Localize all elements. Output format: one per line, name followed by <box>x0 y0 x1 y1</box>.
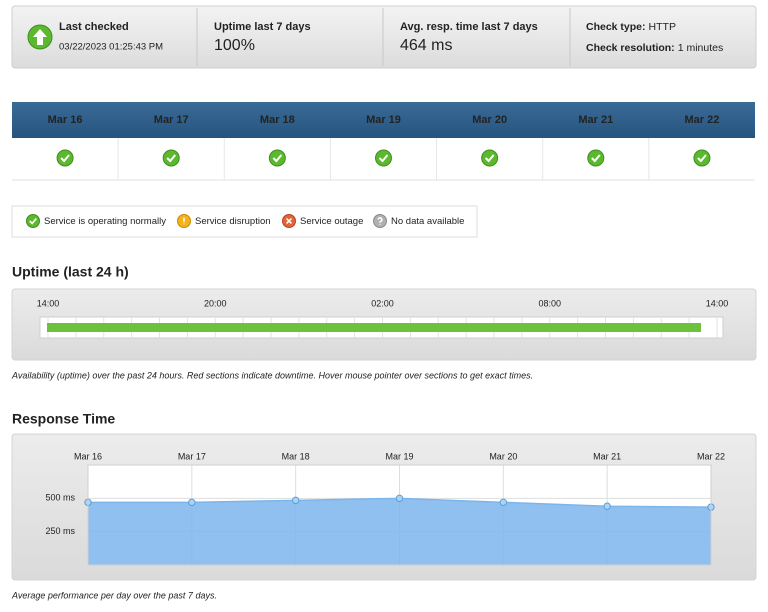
x-tick-label: Mar 17 <box>178 451 206 461</box>
point <box>395 494 404 503</box>
y-tick-label: 250 ms <box>45 526 75 536</box>
status-icon <box>587 149 605 167</box>
cross-mark <box>286 218 292 224</box>
status-icon <box>481 149 499 167</box>
plot-border <box>87 464 712 566</box>
day-header: Mar 20 <box>472 114 507 126</box>
legend-label: No data available <box>391 216 464 227</box>
section-title: Response Time <box>12 411 115 427</box>
status-icon <box>26 214 40 228</box>
point <box>291 496 300 505</box>
check-mark <box>484 154 495 163</box>
check-mark <box>272 154 283 163</box>
days: Mar 16 Mar 17 Mar 18 Mar 19 Mar 20 Mar 21 Mar … <box>48 114 719 180</box>
value: 03/22/2023 01:25:43 PM <box>59 42 163 53</box>
section-title: Uptime (last 24 h) <box>12 264 129 280</box>
legend-items: Service is operating normally Service dis… <box>26 214 464 228</box>
response-chart: Mar 16 Mar 17 Mar 18 Mar 19 Mar 20 Mar 21 Mar … <box>45 451 725 566</box>
time-label: 08:00 <box>538 298 561 308</box>
status-icon <box>373 214 387 228</box>
table-header <box>12 102 755 138</box>
x-tick-label: Mar 20 <box>489 451 517 461</box>
time-label: 14:00 <box>706 298 729 308</box>
arrow-up <box>33 29 47 45</box>
value: HTTP <box>649 21 676 33</box>
x-tick-label: Mar 21 <box>593 451 621 461</box>
value: 464 ms <box>400 37 452 54</box>
label: Uptime last 7 days <box>214 21 311 33</box>
check-mark <box>591 154 601 163</box>
check-mark <box>60 154 70 163</box>
label: Check resolution: <box>586 42 675 54</box>
label: Check type: <box>586 21 646 33</box>
value: 1 minutes <box>678 42 724 54</box>
legend <box>11 205 478 238</box>
legend-label: Service is operating normally <box>44 216 166 227</box>
day-header: Mar 22 <box>684 114 719 126</box>
status-icon <box>375 149 392 167</box>
check-mark <box>29 218 37 225</box>
legend-label: Service outage <box>300 216 363 227</box>
day-header: Mar 19 <box>366 114 401 126</box>
check-mark <box>378 154 389 163</box>
caption: Average performance per day over the pas… <box>11 590 217 600</box>
point <box>603 502 611 510</box>
point <box>188 498 196 507</box>
caption: Availability (uptime) over the past 24 h… <box>11 370 533 380</box>
check-mark <box>697 154 707 163</box>
value: 100% <box>214 37 255 54</box>
status-icon <box>268 149 286 167</box>
status-bar <box>11 5 757 69</box>
uptime-bar <box>47 323 701 332</box>
check-mark <box>166 154 176 163</box>
time-label: 14:00 <box>37 298 60 308</box>
label: Avg. resp. time last 7 days <box>400 21 538 33</box>
status-icon <box>162 149 180 167</box>
point <box>499 498 508 507</box>
day-header: Mar 18 <box>260 114 295 126</box>
check-resolution: Check resolution: 1 minutes <box>586 42 723 54</box>
x-tick-label: Mar 22 <box>697 451 725 461</box>
y-tick-label: 500 ms <box>45 493 75 503</box>
x-tick-label: Mar 19 <box>385 451 413 461</box>
glyph <box>377 217 383 225</box>
x-tick-label: Mar 16 <box>74 451 102 461</box>
x-tick-label: Mar 18 <box>282 451 310 461</box>
status-icon <box>56 149 74 167</box>
time-label: 20:00 <box>204 298 227 308</box>
day-header: Mar 17 <box>154 114 189 126</box>
time-label: 02:00 <box>371 298 394 308</box>
label: Last checked <box>59 21 129 33</box>
check-type: Check type: HTTP <box>586 21 676 33</box>
status-icon <box>693 149 711 167</box>
day-header: Mar 21 <box>578 114 613 126</box>
legend-label: Service disruption <box>195 216 271 227</box>
area <box>88 498 711 565</box>
day-header: Mar 16 <box>48 114 83 126</box>
